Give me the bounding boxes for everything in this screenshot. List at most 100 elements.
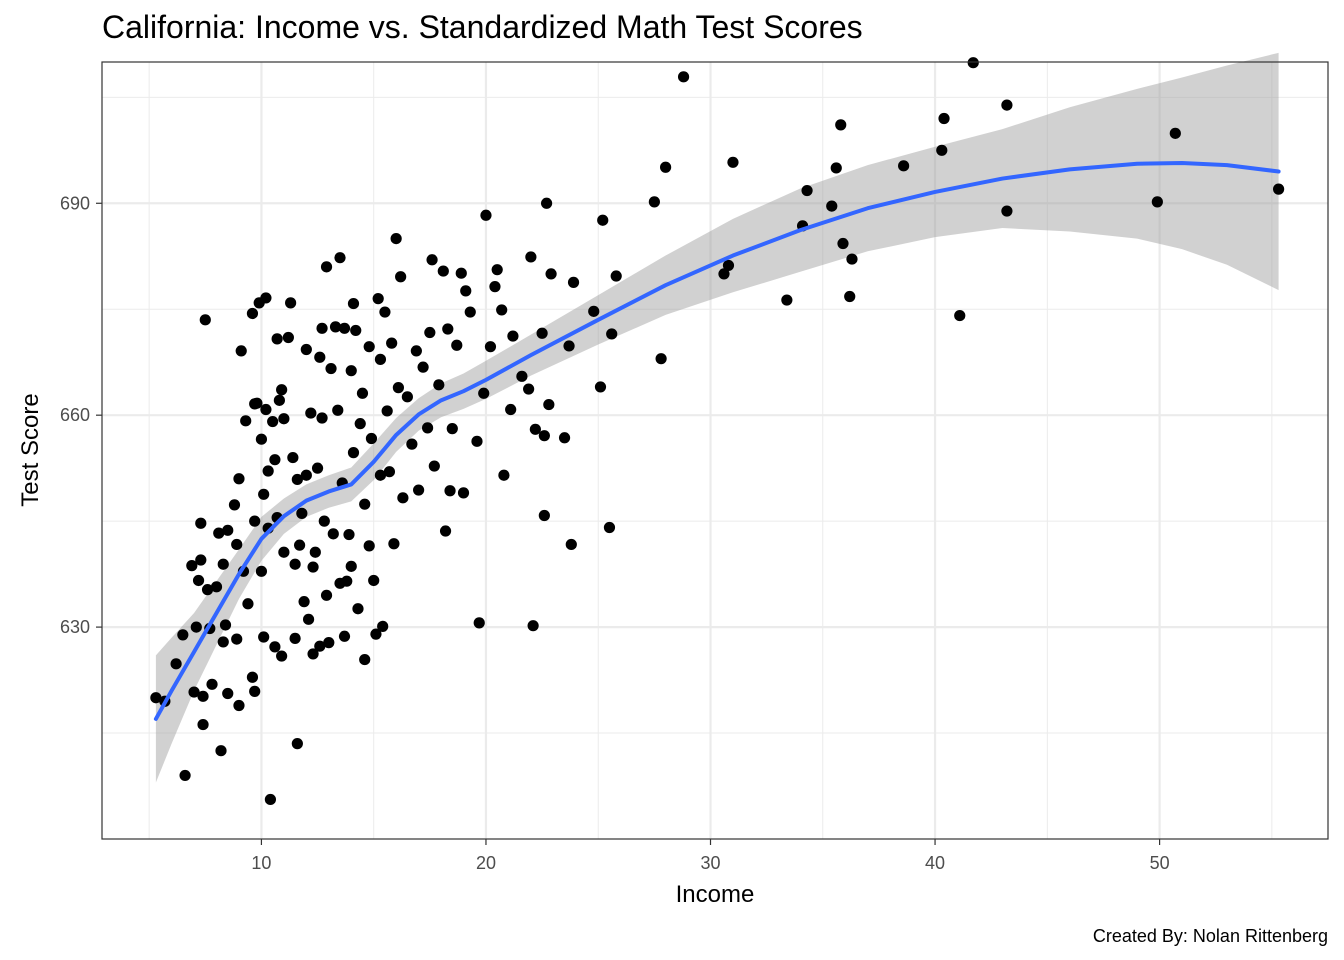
data-point — [603, 521, 616, 534]
data-point — [179, 769, 191, 782]
data-point — [417, 361, 429, 373]
data-point — [271, 333, 283, 345]
data-point — [316, 322, 328, 334]
data-point — [938, 112, 950, 125]
data-point — [428, 460, 440, 472]
data-point — [289, 558, 301, 570]
data-point — [217, 636, 229, 648]
data-point — [219, 619, 232, 631]
data-point — [320, 589, 333, 601]
data-point — [365, 432, 378, 445]
data-point — [197, 718, 209, 731]
data-point — [276, 384, 288, 396]
data-point — [309, 546, 321, 558]
y-tick-label: 630 — [60, 617, 90, 637]
data-point — [439, 525, 452, 537]
data-point — [293, 539, 306, 551]
data-point — [217, 558, 229, 570]
data-point — [722, 259, 735, 272]
data-point — [258, 488, 270, 500]
y-tick-label: 660 — [60, 405, 90, 425]
data-point — [363, 341, 375, 353]
data-point — [538, 430, 550, 442]
data-point — [826, 200, 838, 212]
data-point — [262, 465, 274, 477]
data-point — [215, 745, 227, 757]
data-point — [352, 603, 364, 615]
data-point — [186, 560, 198, 572]
data-point — [233, 699, 245, 712]
data-point — [455, 267, 467, 279]
data-point — [516, 370, 528, 382]
data-point — [199, 314, 211, 326]
chart-title: California: Income vs. Standardized Math… — [102, 9, 863, 45]
data-point — [206, 678, 218, 690]
data-point — [260, 292, 272, 304]
data-point — [222, 524, 234, 536]
data-point — [170, 658, 182, 670]
data-point — [401, 391, 413, 403]
data-point — [374, 469, 387, 481]
data-point — [363, 540, 375, 552]
data-point — [332, 404, 344, 416]
data-point — [291, 473, 303, 486]
data-point — [677, 71, 690, 83]
data-point — [844, 290, 856, 303]
confidence-band — [155, 52, 1279, 783]
data-point — [305, 407, 317, 419]
data-point — [1001, 205, 1013, 217]
data-point — [538, 509, 550, 522]
data-point — [246, 671, 259, 683]
x-tick-label: 30 — [700, 853, 720, 873]
chart-caption: Created By: Nolan Rittenberg — [1093, 926, 1328, 946]
data-point — [197, 690, 209, 702]
data-point — [314, 351, 326, 363]
data-point — [269, 454, 281, 466]
data-point — [444, 485, 456, 497]
data-point — [1169, 127, 1181, 139]
data-point — [536, 327, 548, 339]
data-point — [610, 270, 622, 282]
data-point — [327, 528, 339, 540]
smooth-line — [153, 161, 1281, 721]
data-point — [341, 575, 353, 587]
data-point — [1273, 183, 1285, 195]
data-point — [307, 648, 319, 660]
data-point — [287, 451, 299, 464]
data-point — [345, 560, 357, 572]
data-point — [395, 271, 407, 283]
data-point — [567, 276, 580, 288]
data-point — [442, 323, 454, 335]
data-point — [350, 324, 362, 337]
data-point — [273, 394, 285, 406]
data-point — [846, 253, 858, 265]
data-point — [177, 629, 189, 641]
data-point — [307, 561, 319, 573]
data-point — [258, 631, 270, 643]
data-point — [264, 793, 277, 806]
data-point — [383, 466, 396, 478]
data-point — [460, 285, 472, 297]
data-point — [255, 565, 268, 577]
data-point — [464, 306, 476, 318]
data-point — [345, 365, 357, 377]
data-point — [188, 686, 200, 698]
x-axis: 10 20 30 40 50 — [251, 839, 1170, 873]
data-point — [249, 515, 261, 527]
data-point — [424, 326, 436, 339]
data-point — [606, 328, 618, 340]
data-point — [540, 197, 553, 209]
data-point — [269, 641, 281, 653]
data-point — [563, 340, 575, 352]
y-axis-title: Test Score — [17, 393, 44, 506]
data-point — [507, 330, 519, 342]
data-point — [496, 304, 508, 316]
plot-panel-background — [102, 62, 1328, 839]
y-axis: 630 660 690 — [60, 193, 102, 637]
data-points — [150, 57, 1285, 806]
data-point — [255, 433, 268, 445]
data-point — [347, 297, 360, 310]
data-point — [837, 237, 849, 250]
data-point — [390, 232, 402, 245]
